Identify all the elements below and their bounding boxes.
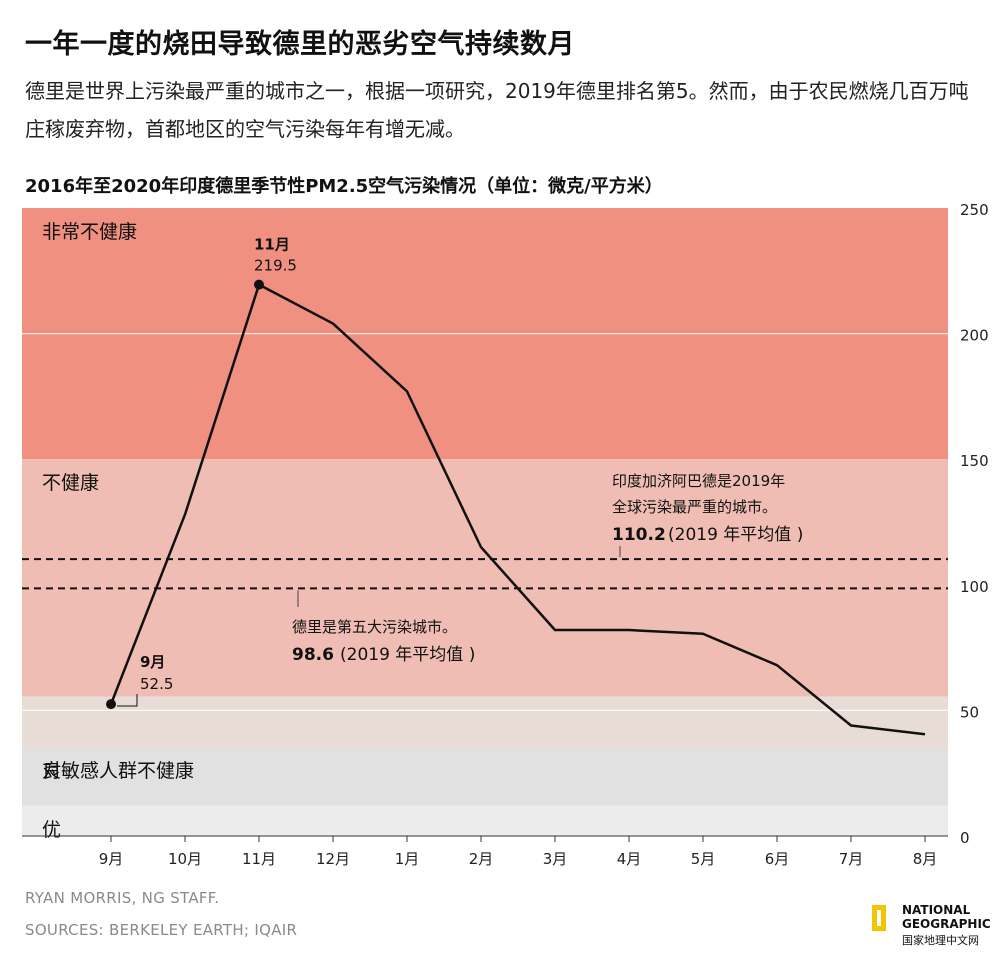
ref-annotation-0-suffix: (2019 年平均值 ) [668,525,803,545]
band-label-4: 优 [42,819,61,841]
yellow-frame-icon [872,905,886,931]
x-tick-label: 8月 [913,850,938,868]
x-tick-label: 6月 [765,850,790,868]
credit-text: RYAN MORRIS, NG STAFF. [25,889,220,907]
ref-annotation-0-value: 110.2 [612,525,666,545]
x-tick-label: 5月 [691,850,716,868]
ref-annotation-0-line1: 印度加济阿巴德是2019年 [612,472,785,490]
logo-line3: 国家地理中文网 [902,934,979,947]
y-tick-label: 50 [960,703,979,721]
highlight-month-0: 9月 [140,653,165,671]
x-tick-label: 3月 [543,850,568,868]
logo-line1: NATIONAL [902,903,971,917]
page-subtitle: 德里是世界上污染最严重的城市之一，根据一项研究，2019年德里排名第5。然而，由… [25,79,969,141]
y-tick-label: 200 [960,327,989,345]
ref-annotation-0-line2: 全球污染最严重的城市。 [612,498,777,516]
highlight-point-0 [106,699,116,710]
highlight-value-0: 52.5 [140,675,173,693]
chart-title: 2016年至2020年印度德里季节性PM2.5空气污染情况（单位：微克/平方米） [25,176,663,197]
page-title: 一年一度的烧田导致德里的恶劣空气持续数月 [25,29,575,60]
band-label-3: 良 [42,760,61,782]
band-2 [22,696,948,747]
band-label-2: 对敏感人群不健康 [42,760,194,782]
x-tick-label: 2月 [469,850,494,868]
band-label-0: 非常不健康 [42,221,137,243]
band-3 [22,746,948,806]
x-tick-label: 1月 [395,850,420,868]
ref-annotation-1-line1: 德里是第五大污染城市。 [292,618,457,636]
ref-annotation-1-suffix: (2019 年平均值 ) [340,645,475,665]
y-tick-label: 150 [960,452,989,470]
band-4 [22,805,948,836]
x-tick-label: 9月 [99,850,124,868]
y-tick-label: 0 [960,829,970,847]
highlight-point-1 [254,279,264,290]
band-label-1: 不健康 [42,472,99,494]
band-1 [22,459,948,697]
y-tick-label: 250 [960,201,989,219]
x-tick-label: 4月 [617,850,642,868]
x-tick-label: 11月 [242,850,276,868]
sources-text: SOURCES: BERKELEY EARTH; IQAIR [25,921,298,939]
highlight-value-1: 219.5 [254,257,297,275]
x-tick-label: 7月 [839,850,864,868]
x-tick-label: 10月 [168,850,202,868]
national-geographic-logo: NATIONAL GEOGRAPHIC 国家地理中文网 [872,903,992,953]
data-line [109,283,926,736]
highlight-month-1: 11月 [254,236,290,254]
x-tick-label: 12月 [316,850,350,868]
highlight-leader-0 [117,694,138,707]
y-tick-label: 100 [960,578,989,596]
logo-line2: GEOGRAPHIC [902,917,991,931]
ref-annotation-1-value: 98.6 [292,645,334,665]
